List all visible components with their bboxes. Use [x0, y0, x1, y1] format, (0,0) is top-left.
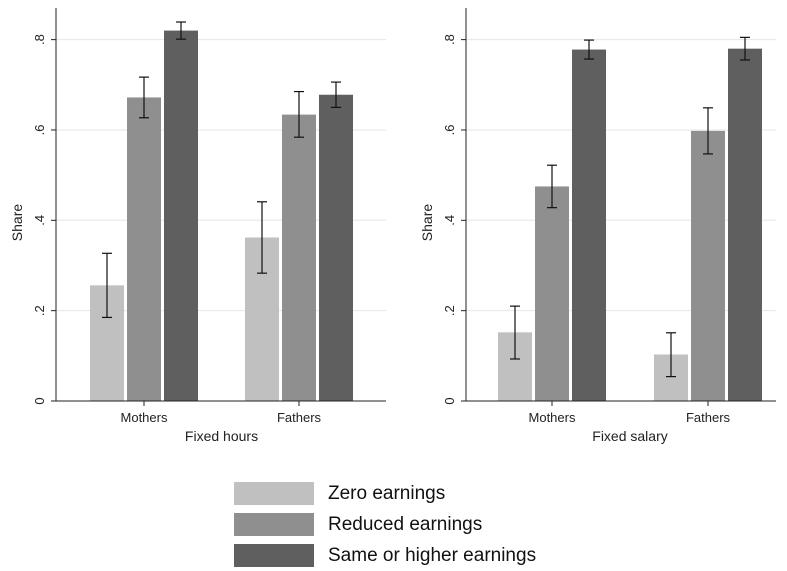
bar: [282, 114, 316, 401]
bar: [319, 94, 353, 402]
x-axis-label: Fixed salary: [592, 428, 667, 444]
y-tick-label: .8: [32, 34, 47, 45]
legend-swatch-same-or-higher-earnings: [234, 544, 314, 567]
y-tick-label: .6: [32, 125, 47, 136]
panel-fixed-salary: Mothers Fathers 0 .2 .4 .6 .8 Share Fixed salary: [419, 8, 776, 444]
legend-item-reduced-earnings: Reduced earnings: [234, 509, 536, 540]
x-tick-label: Mothers: [529, 410, 576, 425]
y-axis-label: Share: [419, 204, 435, 242]
x-tick-label: Fathers: [277, 410, 322, 425]
bar: [691, 130, 725, 402]
y-tick-label: 0: [442, 397, 457, 404]
legend-label: Reduced earnings: [328, 513, 483, 535]
bar: [728, 48, 762, 401]
y-tick-label: 0: [32, 397, 47, 404]
y-tick-label: .4: [32, 215, 47, 226]
legend-swatch-zero-earnings: [234, 482, 314, 505]
legend: Zero earnings Reduced earnings Same or h…: [234, 478, 536, 571]
bar: [535, 186, 569, 401]
panel-fixed-hours: Mothers Fathers 0 .2 .4 .6 .8 Share Fixed hours: [9, 8, 386, 444]
legend-item-zero-earnings: Zero earnings: [234, 478, 536, 509]
bar: [127, 97, 161, 401]
y-tick-label: .2: [32, 305, 47, 316]
legend-item-same-or-higher-earnings: Same or higher earnings: [234, 540, 536, 571]
x-tick-label: Mothers: [121, 410, 168, 425]
y-tick-label: .8: [442, 34, 457, 45]
bar: [164, 30, 198, 401]
legend-label: Zero earnings: [328, 482, 446, 504]
x-tick-label: Fathers: [686, 410, 731, 425]
y-tick-label: .4: [442, 215, 457, 226]
y-axis-label: Share: [9, 204, 25, 242]
bar: [572, 49, 606, 401]
legend-label: Same or higher earnings: [328, 544, 537, 566]
y-tick-label: .6: [442, 125, 457, 136]
legend-swatch-reduced-earnings: [234, 513, 314, 536]
x-axis-label: Fixed hours: [185, 428, 258, 444]
y-tick-label: .2: [442, 305, 457, 316]
